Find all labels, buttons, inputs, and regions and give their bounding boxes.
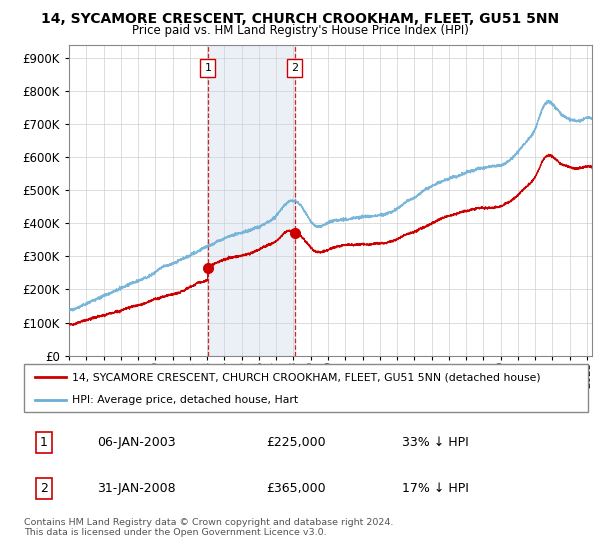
FancyBboxPatch shape — [24, 364, 588, 412]
Text: 14, SYCAMORE CRESCENT, CHURCH CROOKHAM, FLEET, GU51 5NN (detached house): 14, SYCAMORE CRESCENT, CHURCH CROOKHAM, … — [72, 372, 541, 382]
Text: 2: 2 — [291, 63, 298, 73]
Text: 1: 1 — [40, 436, 47, 449]
Text: 17% ↓ HPI: 17% ↓ HPI — [402, 482, 469, 495]
Text: £365,000: £365,000 — [266, 482, 326, 495]
Text: 2: 2 — [40, 482, 47, 495]
Text: Price paid vs. HM Land Registry's House Price Index (HPI): Price paid vs. HM Land Registry's House … — [131, 24, 469, 37]
Text: 14, SYCAMORE CRESCENT, CHURCH CROOKHAM, FLEET, GU51 5NN: 14, SYCAMORE CRESCENT, CHURCH CROOKHAM, … — [41, 12, 559, 26]
Text: Contains HM Land Registry data © Crown copyright and database right 2024.
This d: Contains HM Land Registry data © Crown c… — [24, 518, 394, 538]
Bar — [208, 45, 295, 356]
Text: 31-JAN-2008: 31-JAN-2008 — [97, 482, 176, 495]
Text: 1: 1 — [205, 63, 211, 73]
Text: 06-JAN-2003: 06-JAN-2003 — [97, 436, 176, 449]
Text: £225,000: £225,000 — [266, 436, 326, 449]
Text: HPI: Average price, detached house, Hart: HPI: Average price, detached house, Hart — [72, 395, 298, 405]
Text: 33% ↓ HPI: 33% ↓ HPI — [402, 436, 469, 449]
